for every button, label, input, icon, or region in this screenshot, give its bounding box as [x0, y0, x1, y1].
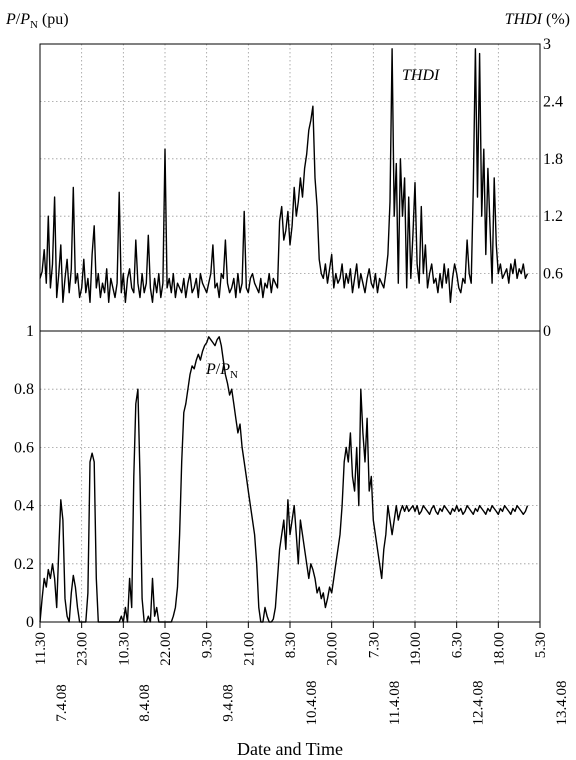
y-tick-label-right: 0.6 [543, 266, 563, 283]
right-ylabel: THDI (%) [505, 11, 570, 28]
y-tick-label-left: 1 [26, 323, 34, 340]
x-axis-label: Date and Time [237, 739, 343, 759]
y-tick-label-left: 0.6 [14, 439, 34, 456]
x-tick-label-date: 9.4.08 [221, 684, 237, 722]
thdi-series-label: THDI [402, 67, 440, 84]
x-tick-label-date: 7.4.08 [54, 684, 70, 722]
left-ylabel: P/PN (pu) [5, 11, 69, 31]
x-tick-label-time: 5.30 [533, 632, 549, 658]
x-tick-label-time: 9.30 [200, 632, 216, 658]
x-tick-label-time: 7.30 [366, 632, 382, 658]
x-tick-label-time: 20.00 [325, 632, 341, 666]
y-tick-label-left: 0.8 [14, 381, 34, 398]
x-tick-label-time: 21.00 [241, 632, 257, 666]
x-tick-label-time: 18.00 [491, 632, 507, 666]
x-tick-label-time: 19.00 [408, 632, 424, 666]
x-tick-label-date: 11.4.08 [387, 681, 403, 725]
y-tick-label-right: 1.2 [543, 208, 563, 225]
y-tick-label-right: 1.8 [543, 151, 563, 168]
x-tick-label-time: 10.30 [116, 632, 132, 666]
x-tick-label-time: 23.00 [75, 632, 91, 666]
power-series-line [39, 336, 529, 623]
power-series-label: P/PN [205, 361, 238, 381]
x-tick-label-time: 11.30 [33, 632, 49, 665]
x-tick-label-date: 8.4.08 [137, 684, 153, 722]
x-tick-label-time: 8.30 [283, 632, 299, 658]
x-tick-label-time: 22.00 [158, 632, 174, 666]
y-tick-label-right: 0 [543, 323, 551, 340]
axis-ticks: 11.30 23.00 10.30 22.00 9.30 21.00 8.30 20.00 7.… [14, 36, 570, 726]
y-tick-label-right: 2.4 [543, 93, 563, 110]
x-tick-label-time: 6.30 [450, 632, 466, 658]
y-tick-label-left: 0.4 [14, 498, 34, 515]
thdi-series-line [39, 48, 529, 303]
y-tick-label-right: 3 [543, 36, 551, 53]
y-tick-label-left: 0 [26, 614, 34, 631]
x-tick-label-date: 12.4.08 [471, 681, 487, 726]
x-tick-label-date: 13.4.08 [554, 681, 570, 726]
y-tick-label-left: 0.2 [14, 556, 34, 573]
x-tick-label-date: 10.4.08 [304, 681, 320, 726]
series-lines [39, 48, 529, 623]
grid [40, 44, 540, 622]
